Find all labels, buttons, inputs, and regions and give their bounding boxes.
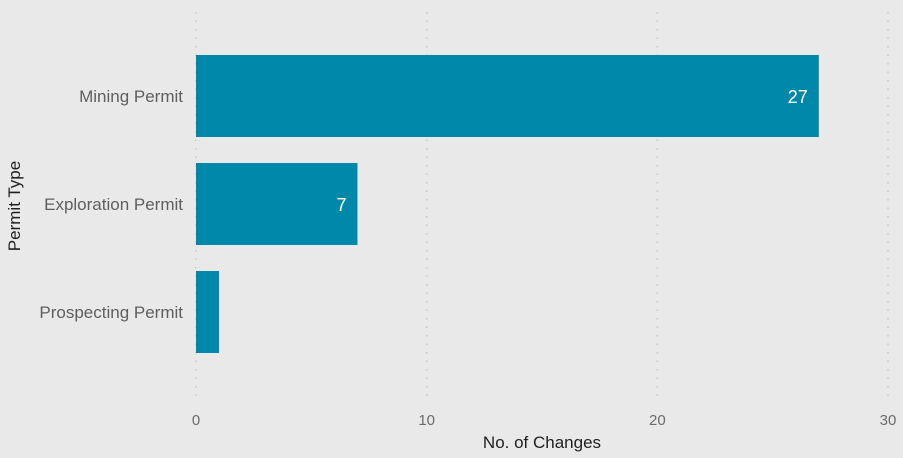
- bar-exploration-permit: [196, 163, 358, 245]
- bars: [196, 55, 819, 353]
- y-category-label: Mining Permit: [79, 87, 183, 106]
- bar-mining-permit: [196, 55, 819, 137]
- x-tick-label: 20: [649, 412, 666, 429]
- x-tick-label: 0: [192, 412, 200, 429]
- bar-prospecting-permit: [196, 271, 220, 353]
- y-axis-title: Permit Type: [5, 161, 24, 251]
- y-category-label: Exploration Permit: [44, 195, 183, 214]
- labels: 0 10 20 30 Mining Permit 27 Exploration Permit…: [39, 87, 896, 429]
- x-axis-title: No. of Changes: [483, 433, 601, 452]
- bar-data-label: 27: [788, 87, 808, 107]
- x-tick-label: 10: [418, 412, 435, 429]
- x-tick-label: 30: [880, 412, 897, 429]
- y-category-label: Prospecting Permit: [39, 303, 183, 322]
- bar-data-label: 7: [336, 195, 346, 215]
